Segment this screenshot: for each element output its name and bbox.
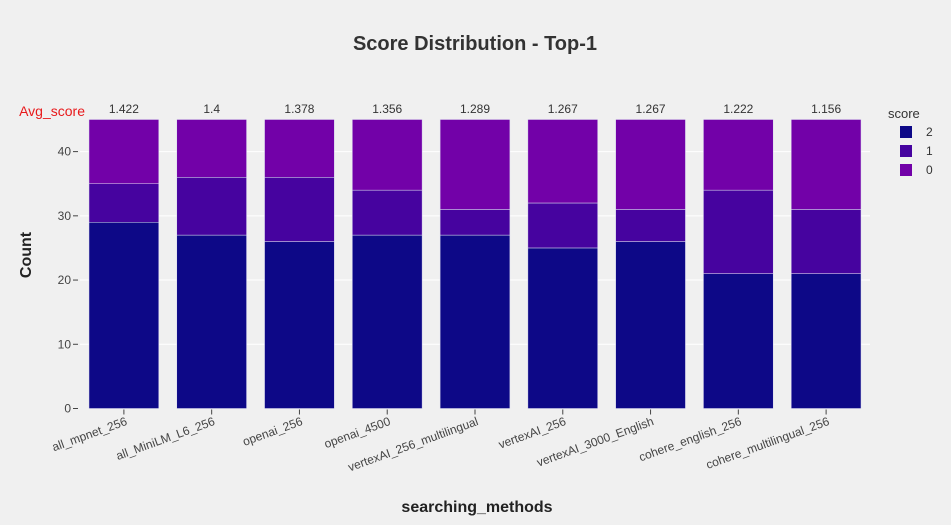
chart-title: Score Distribution - Top-1 [353, 33, 597, 55]
bar-segment-score-0 [703, 119, 774, 191]
y-tick-label: 10 [58, 337, 72, 351]
legend-label-score-2: 2 [926, 125, 933, 139]
bar-segment-score-0 [527, 119, 598, 204]
legend-swatch-score-0 [900, 164, 912, 176]
avg-score-label: 1.289 [460, 102, 490, 116]
bar-segment-score-1 [703, 189, 774, 274]
avg-score-annotations: Avg_score 1.422 1.4 1.378 1.356 1.289 1.267 1.… [19, 102, 841, 119]
avg-score-label: 1.222 [723, 102, 753, 116]
bar-segment-score-2 [615, 241, 686, 409]
legend-title: score [888, 106, 920, 121]
bar-segment-score-1 [88, 183, 160, 223]
bar-segment-score-2 [264, 241, 335, 409]
bar-segment-score-1 [176, 177, 247, 236]
y-tick-label: 0 [64, 402, 71, 416]
avg-score-label: 1.422 [109, 102, 139, 116]
bar-segment-score-1 [615, 209, 686, 242]
bar-segment-score-1 [264, 177, 335, 242]
bar-segment-score-2 [703, 273, 774, 409]
avg-score-label: 1.267 [548, 102, 578, 116]
y-tick-label: 40 [58, 145, 72, 159]
bar-segment-score-1 [352, 189, 423, 236]
bar-segment-score-0 [615, 119, 686, 210]
bar-segment-score-2 [790, 273, 862, 409]
bar-segment-score-1 [527, 202, 598, 249]
bar-segment-score-1 [439, 209, 511, 236]
legend-label-score-0: 0 [926, 163, 933, 177]
avg-score-annotation-label: Avg_score [19, 103, 85, 119]
bar-segment-score-0 [88, 119, 160, 184]
bar-segment-score-0 [176, 119, 247, 178]
avg-score-label: 1.156 [811, 102, 841, 116]
legend-swatch-score-1 [900, 145, 912, 157]
x-axis-title: searching_methods [401, 499, 552, 516]
bar-segment-score-0 [790, 119, 862, 210]
legend-swatch-score-2 [900, 126, 912, 138]
bar-segment-score-2 [176, 234, 247, 409]
avg-score-label: 1.267 [636, 102, 666, 116]
legend-label-score-1: 1 [926, 144, 933, 158]
y-axis-title: Count [18, 231, 35, 278]
bar-segment-score-0 [352, 119, 423, 191]
bar-segment-score-0 [264, 119, 335, 178]
y-axis: 0 10 20 30 40 [58, 145, 78, 416]
legend: score 2 1 0 [888, 106, 933, 177]
y-tick-label: 30 [58, 209, 72, 223]
bars-layer [88, 119, 862, 409]
bar-segment-score-2 [527, 247, 598, 409]
bar-segment-score-2 [439, 234, 511, 409]
avg-score-label: 1.356 [372, 102, 402, 116]
bar-segment-score-2 [352, 234, 423, 409]
y-tick-label: 20 [58, 273, 72, 287]
bar-segment-score-2 [88, 222, 160, 409]
avg-score-label: 1.378 [284, 102, 314, 116]
avg-score-label: 1.4 [203, 102, 220, 116]
bar-segment-score-0 [439, 119, 511, 210]
bar-segment-score-1 [790, 209, 862, 274]
